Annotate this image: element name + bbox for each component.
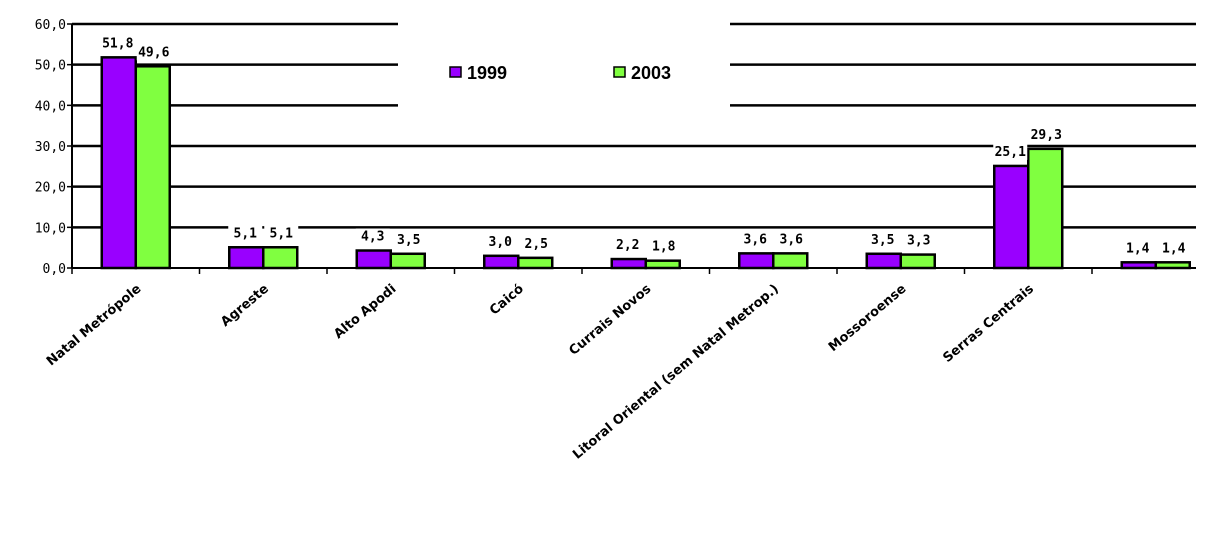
data-label: 2,5	[525, 237, 548, 252]
bar-2003	[134, 65, 171, 270]
data-label-background	[519, 235, 554, 252]
data-label: 3,5	[871, 233, 894, 248]
legend-swatch	[613, 66, 626, 78]
data-label-background	[483, 233, 518, 250]
x-tick-label: Caicó	[487, 282, 527, 319]
bar-1999	[993, 164, 1030, 270]
gridlines	[72, 14, 1196, 229]
y-tick-label: 30,0	[35, 140, 66, 155]
data-label-background	[993, 143, 1028, 160]
bar-2003	[389, 252, 426, 270]
data-label-background	[100, 35, 135, 52]
x-tick-label: Agreste	[218, 281, 272, 329]
data-label: 51,8	[102, 36, 133, 51]
data-label: 3,6	[744, 232, 768, 247]
data-label: 3,3	[907, 234, 930, 249]
data-label-background	[610, 237, 645, 254]
x-tick-label: Alto Apodi	[331, 282, 399, 343]
data-label-background	[355, 228, 390, 245]
y-tick-label: 10,0	[35, 221, 66, 236]
data-label-background	[774, 231, 809, 248]
data-label-background	[228, 225, 263, 242]
x-tick-label: Mossoroense	[826, 281, 910, 354]
y-tick-label: 0,0	[43, 262, 66, 277]
data-label-background	[646, 238, 681, 255]
bar-1999	[355, 249, 392, 270]
y-tick-label: 60,0	[35, 18, 66, 33]
y-tick-label: 40,0	[35, 99, 66, 114]
data-label-background	[901, 232, 936, 249]
data-label-background	[1029, 126, 1064, 143]
x-tick-label: Serras Centrais	[940, 281, 1037, 365]
legend-label: 1999	[467, 63, 507, 83]
bar-2003	[644, 259, 681, 270]
data-label: 3,5	[397, 233, 420, 248]
data-label: 2,2	[616, 238, 639, 253]
data-label: 25,1	[995, 145, 1026, 160]
data-label: 49,6	[138, 45, 169, 60]
legend-background	[398, 14, 730, 114]
data-label: 5,1	[270, 226, 294, 241]
y-tick-label: 20,0	[35, 181, 66, 196]
legend-label: 2003	[631, 63, 671, 83]
bars	[100, 56, 1191, 270]
bar-2003	[262, 246, 299, 270]
data-labels: 51,8 49,6 5,1 5,1 4,3 3,5 3,0 2,5 2,2 1,8 3,6 3,6 3,…	[100, 35, 1191, 257]
data-label: 4,3	[361, 230, 384, 245]
bar-1999	[228, 246, 265, 270]
data-label: 29,3	[1031, 128, 1062, 143]
bar-2003	[1027, 147, 1064, 270]
data-label: 3,0	[489, 235, 513, 250]
bar-2003	[517, 256, 554, 270]
data-label-background	[136, 44, 171, 61]
legend-swatch	[449, 66, 462, 78]
bar-1999	[865, 252, 902, 270]
bar-2003	[899, 253, 936, 270]
bar-2003	[772, 252, 809, 270]
data-label: 1,8	[652, 240, 676, 255]
bar-1999	[738, 252, 775, 270]
legend: 1999 2003	[449, 63, 671, 83]
bar-1999	[483, 254, 520, 270]
bar-1999	[610, 257, 647, 270]
data-label: 1,4	[1162, 241, 1186, 256]
data-label-background	[1120, 240, 1155, 257]
data-label-background	[865, 231, 900, 248]
bar-1999	[100, 56, 137, 270]
x-tick-label: Currais Novos	[566, 281, 654, 358]
data-label-background	[738, 231, 773, 248]
data-label: 3,6	[780, 232, 804, 247]
data-label: 1,4	[1126, 241, 1150, 256]
data-label-background	[264, 225, 299, 242]
data-label-background	[1156, 240, 1191, 257]
data-label-background	[391, 231, 426, 248]
x-tick-label: Litoral Oriental (sem Natal Metrop.)	[570, 282, 782, 463]
x-tick-label: Natal Metrópole	[44, 281, 145, 369]
y-tick-label: 50,0	[35, 59, 66, 74]
data-label: 5,1	[234, 226, 258, 241]
